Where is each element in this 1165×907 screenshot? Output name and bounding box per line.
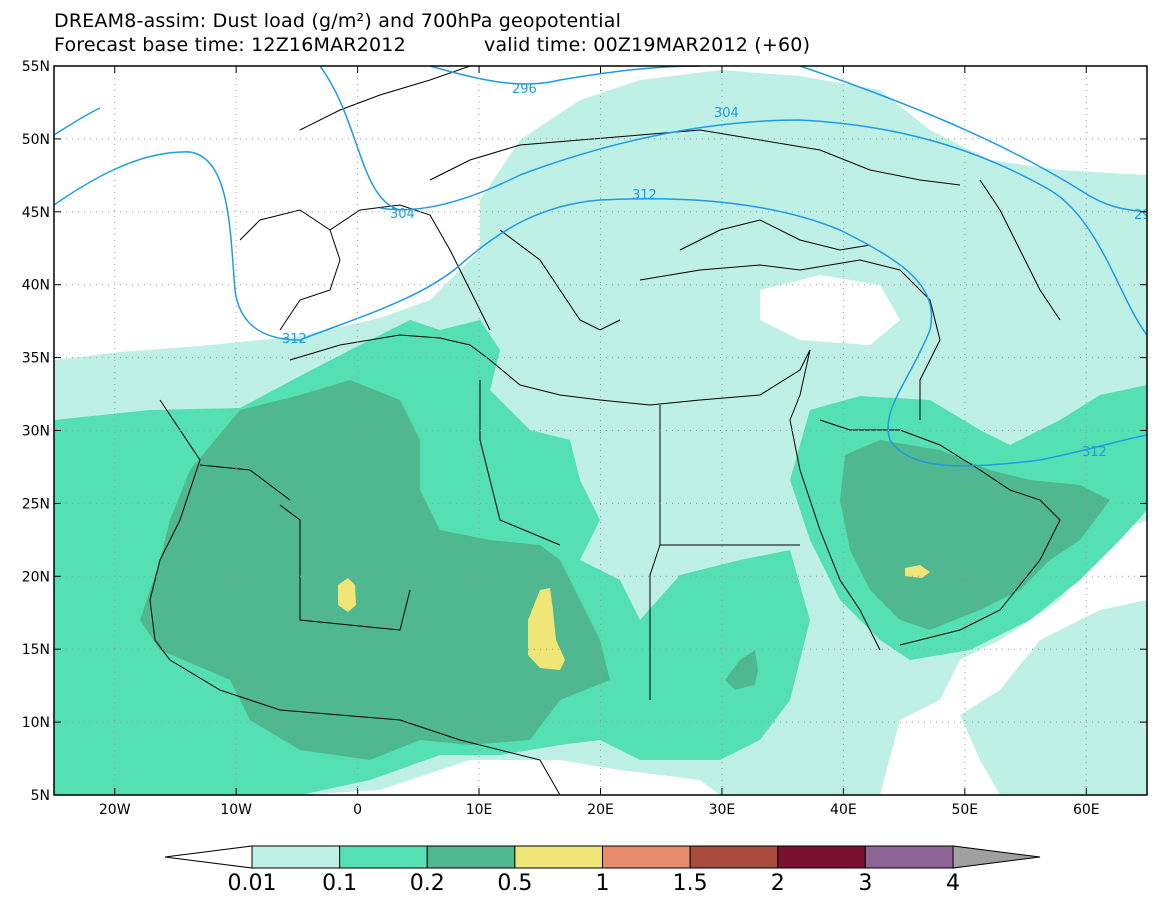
y-tick-label: 35N [22,351,50,367]
colorbar-bin [689,845,779,869]
colorbar-label: 4 [946,871,960,896]
colorbar-bin [602,845,691,869]
colorbar-label: 1.5 [673,871,708,896]
x-tick-label: 10W [220,802,252,818]
contour-label: 312 [1082,445,1107,460]
clear-sky-region [54,66,540,350]
colorbar-label: 0.2 [410,871,445,896]
colorbar-label: 0.01 [228,871,277,896]
y-tick-label: 5N [31,788,50,804]
colorbar-bin [251,845,341,869]
clear-sky-region [900,66,1147,165]
dust-shading-0.2 [840,440,1110,630]
x-tick-label: 20E [587,802,614,818]
y-tick-label: 45N [22,205,50,221]
y-tick-label: 55N [22,59,50,75]
x-tick-label: 40E [830,802,857,818]
y-tick-label: 25N [22,496,50,512]
colorbar-label: 3 [858,871,872,896]
contour-label: 304 [390,207,415,222]
colorbar-bin [426,845,516,869]
chart-title: DREAM8-assim: Dust load (g/m²) and 700hP… [54,10,622,32]
y-tick-label: 40N [22,278,50,294]
colorbar-bin [864,845,954,869]
y-tick-label: 15N [22,642,50,658]
valid-time: valid time: 00Z19MAR2012 (+60) [484,34,811,56]
y-tick-label: 10N [22,715,50,731]
forecast-times: Forecast base time: 12Z16MAR2012 valid ti… [54,34,810,56]
x-tick-label: 30E [709,802,736,818]
x-tick-label: 0 [353,802,362,818]
colorbar-over-triangle [952,845,1041,869]
dust-shading-0.5 [338,578,356,612]
coastlines [149,66,1061,795]
contour-label: 312 [282,332,307,347]
map-area: 296 304 304 312 312 312 29 [54,66,1151,795]
colorbar-label: 0.1 [322,871,357,896]
y-tick-label: 30N [22,424,50,440]
x-tick-label: 20W [99,802,131,818]
contour-label: 304 [714,106,739,121]
contour-label: 29 [1134,208,1151,223]
colorbar-bin [777,845,866,869]
y-tick-label: 50N [22,132,50,148]
clear-sky-region [760,275,900,345]
dust-shading-0.5 [905,565,930,578]
contour-label: 312 [632,188,657,203]
colorbar-under-triangle [164,845,253,869]
dust-shading-0.2 [725,650,758,690]
colorbar-bin [339,845,428,869]
base-time: Forecast base time: 12Z16MAR2012 [54,34,406,56]
x-tick-label: 50E [951,802,978,818]
dust-shading-0.2 [140,380,610,760]
contour-labels: 296 304 304 312 312 312 29 [282,82,1151,460]
colorbar-label: 0.5 [497,871,532,896]
colorbar-label: 2 [771,871,785,896]
geopotential-contours [54,66,1147,467]
x-tick-label: 10E [466,802,493,818]
graticule [54,66,1147,795]
colorbar-label: 1 [596,871,610,896]
colorbar-bin [514,845,603,869]
colorbar: 0.01 0.1 0.2 0.5 1 1.5 2 3 4 [164,845,1041,896]
x-tick-label: 60E [1073,802,1100,818]
contour-label: 296 [512,82,537,97]
axis-ticks: 20W 10W 0 10E 20E 30E 40E 50E 60E 55N 50N 45N 40N 35N… [22,59,1147,818]
y-tick-label: 20N [22,569,50,585]
dust-shading-0.5 [528,588,565,670]
